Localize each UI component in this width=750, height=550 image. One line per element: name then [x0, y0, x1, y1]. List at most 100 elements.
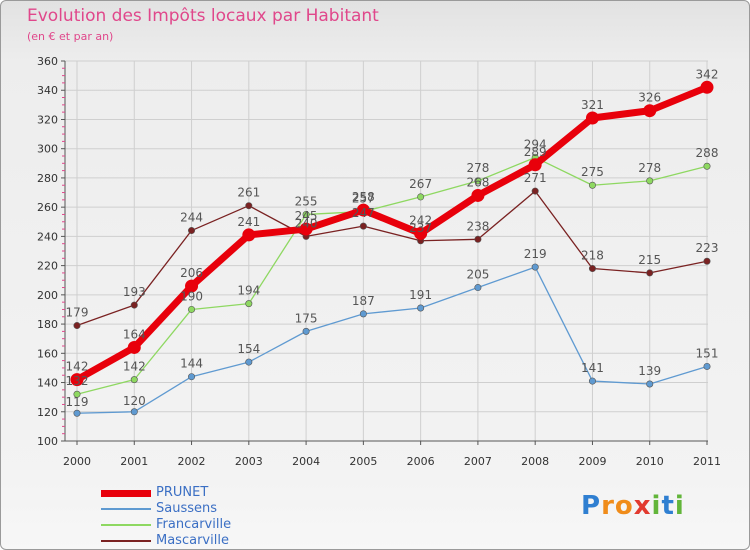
data-label-francarville: 288	[696, 146, 719, 160]
x-tick-label: 2001	[120, 455, 148, 468]
data-label-mascarville: 179	[66, 306, 89, 320]
data-label-prunet: 258	[352, 190, 375, 204]
data-point-prunet	[471, 188, 485, 202]
data-label-saussens: 141	[581, 361, 604, 375]
data-label-prunet: 245	[295, 209, 318, 223]
data-label-mascarville: 238	[466, 219, 489, 233]
data-point-mascarville	[531, 187, 539, 195]
y-tick-label: 300	[37, 143, 58, 156]
data-label-prunet: 142	[66, 360, 89, 374]
data-label-francarville: 257	[352, 192, 375, 206]
x-tick-label: 2011	[693, 455, 721, 468]
data-label-saussens: 187	[352, 294, 375, 308]
data-point-prunet	[700, 80, 714, 94]
data-label-prunet: 326	[638, 91, 661, 105]
data-label-francarville: 294	[524, 137, 547, 151]
data-label-saussens: 139	[638, 364, 661, 378]
data-label-prunet: 241	[237, 215, 260, 229]
data-label-prunet: 342	[696, 67, 719, 81]
data-point-mascarville	[73, 322, 81, 330]
logo-letter: o	[614, 491, 634, 521]
y-tick-label: 340	[37, 84, 58, 97]
y-tick-label: 320	[37, 113, 58, 126]
x-tick-label: 2003	[235, 455, 263, 468]
y-tick-label: 260	[37, 201, 58, 214]
data-label-francarville: 132	[66, 374, 89, 388]
data-label-saussens: 119	[66, 395, 89, 409]
data-label-mascarville: 218	[581, 249, 604, 263]
x-tick-label: 2005	[349, 455, 377, 468]
data-point-saussens	[188, 373, 196, 381]
data-point-mascarville	[646, 269, 654, 277]
data-label-francarville: 190	[180, 289, 203, 303]
data-label-francarville: 278	[466, 161, 489, 175]
logo-letter: r	[601, 491, 615, 521]
data-point-francarville	[188, 305, 196, 313]
x-tick-label: 2009	[578, 455, 606, 468]
y-tick-label: 180	[37, 318, 58, 331]
data-label-mascarville: 247	[352, 206, 375, 220]
data-point-mascarville	[359, 222, 367, 230]
data-point-prunet	[70, 373, 84, 387]
series-line-prunet	[73, 83, 711, 384]
data-point-prunet	[414, 226, 428, 240]
y-tick-label: 120	[37, 406, 58, 419]
legend-swatch	[101, 489, 151, 497]
data-label-francarville: 194	[237, 284, 260, 298]
proxiti-logo: Proxiti	[581, 491, 685, 521]
y-tick-label: 160	[37, 347, 58, 360]
logo-letter: P	[581, 491, 602, 521]
legend-label: Mascarville	[156, 533, 229, 548]
data-point-prunet	[127, 340, 141, 354]
chart-title: Evolution des Impôts locaux par Habitant	[27, 6, 379, 26]
data-point-francarville	[703, 162, 711, 170]
data-point-saussens	[703, 362, 711, 370]
data-point-francarville	[302, 210, 310, 218]
legend-label: Francarville	[156, 517, 232, 532]
data-label-mascarville: 261	[237, 186, 260, 200]
data-point-saussens	[417, 304, 425, 312]
data-point-francarville	[474, 177, 482, 185]
data-point-francarville	[417, 193, 425, 201]
data-label-mascarville: 223	[696, 241, 719, 255]
data-label-mascarville: 193	[123, 285, 146, 299]
y-tick-label: 140	[37, 377, 58, 390]
data-label-mascarville: 215	[638, 253, 661, 267]
y-tick-label: 220	[37, 260, 58, 273]
chart-subtitle: (en € et par an)	[27, 30, 114, 43]
legend-label: PRUNET	[156, 485, 209, 500]
legend-swatch	[101, 508, 151, 510]
x-tick-label: 2006	[407, 455, 435, 468]
data-point-francarville	[73, 390, 81, 398]
logo-letter: i	[674, 491, 685, 521]
legend-swatch	[101, 540, 151, 542]
x-tick-label: 2002	[178, 455, 206, 468]
data-label-mascarville: 271	[524, 171, 547, 185]
y-tick-label: 280	[37, 172, 58, 185]
data-label-saussens: 175	[295, 311, 318, 325]
data-label-prunet: 321	[581, 98, 604, 112]
x-tick-label: 2010	[636, 455, 664, 468]
data-label-francarville: 267	[409, 177, 432, 191]
x-tick-label: 2000	[63, 455, 91, 468]
data-point-saussens	[359, 310, 367, 318]
data-point-mascarville	[474, 235, 482, 243]
data-point-saussens	[73, 409, 81, 417]
logo-letter: t	[661, 491, 675, 521]
data-point-saussens	[245, 358, 253, 366]
legend-swatch	[101, 524, 151, 526]
data-label-mascarville: 240	[295, 216, 318, 230]
data-label-saussens: 219	[524, 247, 547, 261]
series-line-francarville	[76, 156, 708, 395]
data-label-saussens: 154	[237, 342, 260, 356]
x-tick-label: 2004	[292, 455, 320, 468]
data-point-prunet	[185, 279, 199, 293]
data-label-francarville: 275	[581, 165, 604, 179]
data-point-prunet	[643, 104, 657, 118]
data-label-mascarville: 237	[409, 221, 432, 235]
data-point-mascarville	[703, 257, 711, 265]
data-label-saussens: 191	[409, 288, 432, 302]
logo-letter: i	[651, 491, 662, 521]
series-line-saussens	[76, 266, 708, 414]
